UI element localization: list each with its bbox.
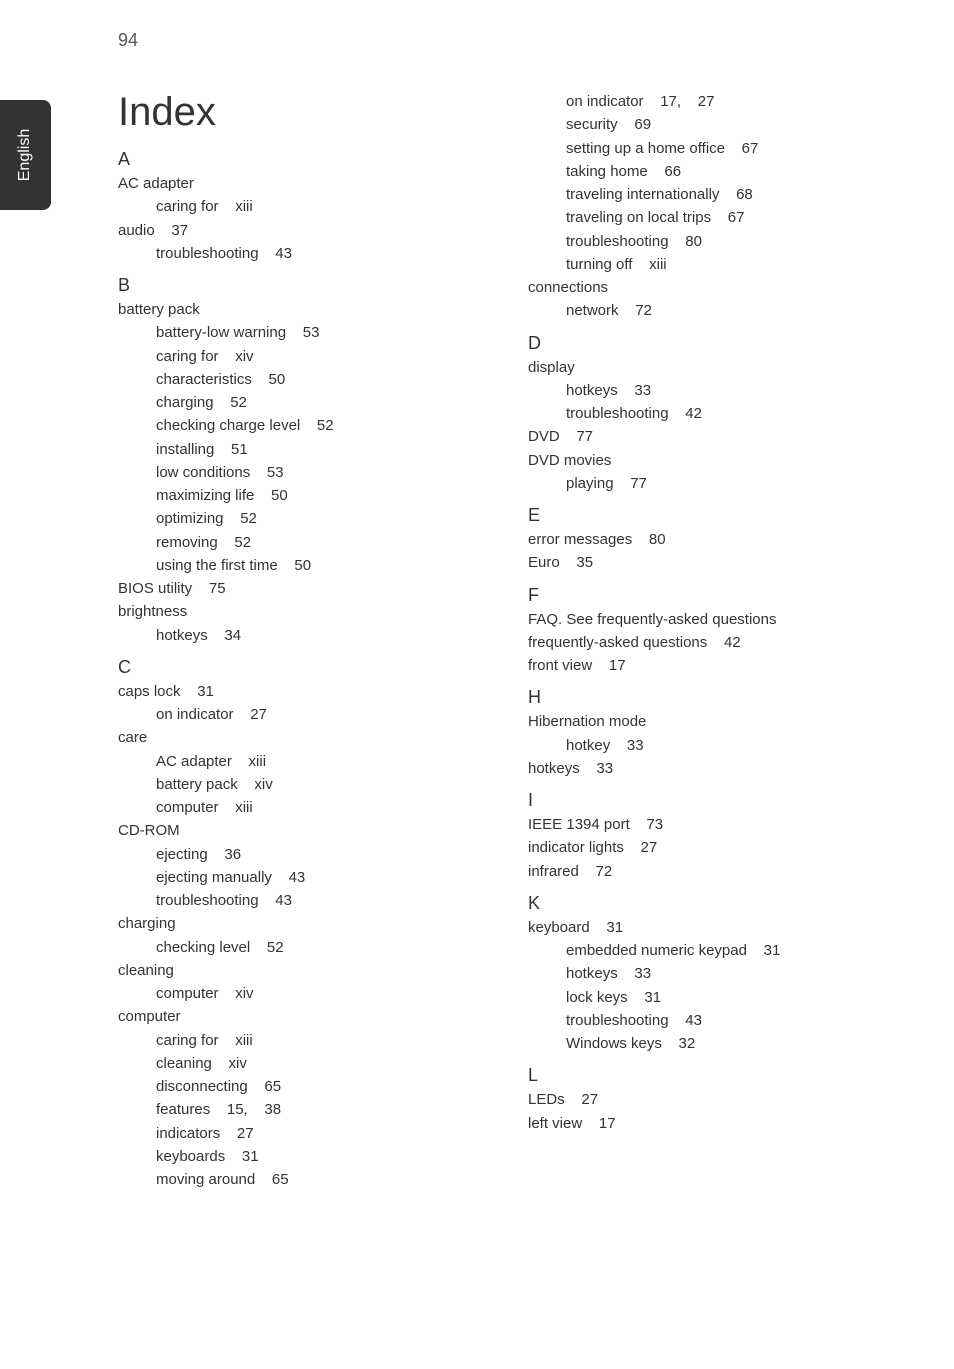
index-entry: brightness	[118, 600, 498, 623]
index-entry: front view 17	[528, 654, 894, 677]
index-subentry: cleaning xiv	[118, 1052, 498, 1075]
index-subentry: AC adapter xiii	[118, 750, 498, 773]
index-entry: hotkeys 33	[528, 757, 894, 780]
index-letter: A	[118, 149, 498, 170]
index-letter: K	[528, 893, 894, 914]
index-subentry: troubleshooting 43	[528, 1009, 894, 1032]
index-subentry: battery-low warning 53	[118, 321, 498, 344]
index-letter: E	[528, 505, 894, 526]
language-tab-label: English	[17, 129, 35, 181]
index-subentry: maximizing life 50	[118, 484, 498, 507]
index-letter: I	[528, 790, 894, 811]
index-subentry: computer xiv	[118, 982, 498, 1005]
index-letter: C	[118, 657, 498, 678]
index-subentry: ejecting 36	[118, 843, 498, 866]
index-subentry: battery pack xiv	[118, 773, 498, 796]
index-subentry: checking level 52	[118, 936, 498, 959]
index-subentry: hotkeys 33	[528, 962, 894, 985]
index-subentry: taking home 66	[528, 160, 894, 183]
index-entry: BIOS utility 75	[118, 577, 498, 600]
index-content: Index AAC adaptercaring for xiiiaudio 37…	[118, 90, 894, 1191]
index-entry: IEEE 1394 port 73	[528, 813, 894, 836]
index-subentry: optimizing 52	[118, 507, 498, 530]
index-entry: care	[118, 726, 498, 749]
page-number: 94	[118, 30, 138, 51]
index-subentry: disconnecting 65	[118, 1075, 498, 1098]
index-subentry: playing 77	[528, 472, 894, 495]
index-subentry: hotkey 33	[528, 734, 894, 757]
index-entry: Euro 35	[528, 551, 894, 574]
index-subentry: charging 52	[118, 391, 498, 414]
index-subentry: indicators 27	[118, 1122, 498, 1145]
index-subentry: using the first time 50	[118, 554, 498, 577]
index-entry: caps lock 31	[118, 680, 498, 703]
index-entry: battery pack	[118, 298, 498, 321]
index-subentry: troubleshooting 43	[118, 242, 498, 265]
index-subentry: moving around 65	[118, 1168, 498, 1191]
index-subentry: turning off xiii	[528, 253, 894, 276]
right-column-entries: on indicator 17, 27security 69setting up…	[528, 90, 894, 1135]
index-right-column: on indicator 17, 27security 69setting up…	[528, 90, 894, 1191]
index-subentry: caring for xiii	[118, 1029, 498, 1052]
index-subentry: Windows keys 32	[528, 1032, 894, 1055]
index-entry: charging	[118, 912, 498, 935]
index-entry: FAQ. See frequently-asked questions	[528, 608, 894, 631]
index-subentry: setting up a home office 67	[528, 137, 894, 160]
index-subentry: hotkeys 33	[528, 379, 894, 402]
index-subentry: checking charge level 52	[118, 414, 498, 437]
index-entry: audio 37	[118, 219, 498, 242]
index-subentry: traveling internationally 68	[528, 183, 894, 206]
index-subentry: removing 52	[118, 531, 498, 554]
index-entry: CD-ROM	[118, 819, 498, 842]
index-letter: L	[528, 1065, 894, 1086]
index-left-column: Index AAC adaptercaring for xiiiaudio 37…	[118, 90, 498, 1191]
index-subentry: troubleshooting 43	[118, 889, 498, 912]
index-subentry: on indicator 27	[118, 703, 498, 726]
index-subentry: features 15, 38	[118, 1098, 498, 1121]
index-subentry: network 72	[528, 299, 894, 322]
index-subentry: troubleshooting 80	[528, 230, 894, 253]
index-subentry: security 69	[528, 113, 894, 136]
index-subentry: hotkeys 34	[118, 624, 498, 647]
index-subentry: ejecting manually 43	[118, 866, 498, 889]
index-letter: D	[528, 333, 894, 354]
index-subentry: on indicator 17, 27	[528, 90, 894, 113]
index-entry: cleaning	[118, 959, 498, 982]
index-subentry: traveling on local trips 67	[528, 206, 894, 229]
index-entry: infrared 72	[528, 860, 894, 883]
index-subentry: computer xiii	[118, 796, 498, 819]
index-entry: frequently-asked questions 42	[528, 631, 894, 654]
index-subentry: embedded numeric keypad 31	[528, 939, 894, 962]
index-entry: Hibernation mode	[528, 710, 894, 733]
index-subentry: keyboards 31	[118, 1145, 498, 1168]
index-entry: left view 17	[528, 1112, 894, 1135]
index-subentry: caring for xiii	[118, 195, 498, 218]
index-subentry: caring for xiv	[118, 345, 498, 368]
index-entry: LEDs 27	[528, 1088, 894, 1111]
index-subentry: lock keys 31	[528, 986, 894, 1009]
index-entry: error messages 80	[528, 528, 894, 551]
index-subentry: low conditions 53	[118, 461, 498, 484]
index-entry: computer	[118, 1005, 498, 1028]
index-letter: H	[528, 687, 894, 708]
index-entry: DVD 77	[528, 425, 894, 448]
index-entry: AC adapter	[118, 172, 498, 195]
index-entry: DVD movies	[528, 449, 894, 472]
index-letter: F	[528, 585, 894, 606]
index-letter: B	[118, 275, 498, 296]
index-subentry: installing 51	[118, 438, 498, 461]
index-entry: display	[528, 356, 894, 379]
index-entry: connections	[528, 276, 894, 299]
index-entry: keyboard 31	[528, 916, 894, 939]
index-entry: indicator lights 27	[528, 836, 894, 859]
index-subentry: troubleshooting 42	[528, 402, 894, 425]
left-column-entries: AAC adaptercaring for xiiiaudio 37troubl…	[118, 149, 498, 1191]
index-subentry: characteristics 50	[118, 368, 498, 391]
language-tab: English	[0, 100, 51, 210]
index-title: Index	[118, 90, 498, 135]
